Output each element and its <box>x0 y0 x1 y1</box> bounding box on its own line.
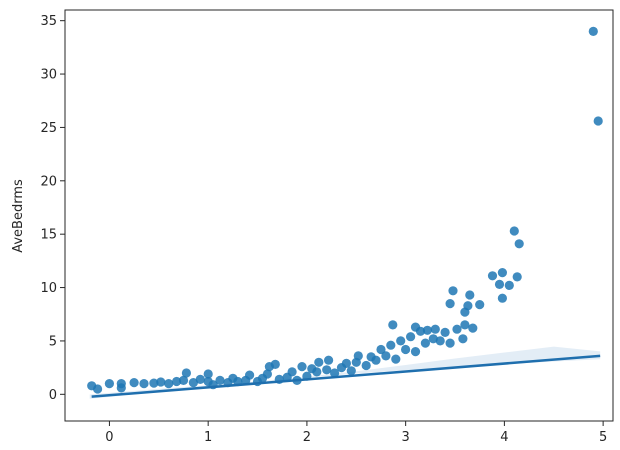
data-point <box>156 377 166 387</box>
data-point <box>514 239 524 249</box>
data-point <box>463 301 473 311</box>
y-tick-label: 35 <box>40 14 57 29</box>
data-point <box>458 334 468 344</box>
x-tick-label: 5 <box>599 430 607 445</box>
data-point <box>188 378 198 388</box>
data-point <box>494 279 505 289</box>
data-point <box>487 271 498 281</box>
data-point <box>262 369 272 379</box>
data-point <box>388 320 398 330</box>
data-point <box>465 290 475 300</box>
data-point <box>410 347 421 357</box>
data-point <box>401 344 411 355</box>
data-point <box>415 326 426 336</box>
data-point <box>361 360 371 371</box>
data-point <box>314 357 324 367</box>
y-axis: 0 5 10 15 20 25 30 35 <box>40 14 65 403</box>
plot-frame <box>64 9 614 422</box>
x-tick-label: 0 <box>105 430 113 445</box>
y-tick-label: 5 <box>49 334 57 349</box>
data-point <box>93 384 103 394</box>
data-point <box>245 370 255 380</box>
y-axis-label: AveBedrms <box>11 179 26 253</box>
y-tick-label: 10 <box>40 281 57 296</box>
y-tick-label: 15 <box>40 228 57 243</box>
data-point <box>422 325 432 335</box>
data-point <box>430 324 440 334</box>
x-tick-label: 1 <box>204 430 212 445</box>
data-point <box>497 293 507 303</box>
data-point <box>504 280 514 290</box>
x-tick-label: 3 <box>402 430 410 445</box>
scatter-points <box>87 26 603 394</box>
data-point <box>593 116 603 126</box>
y-tick-label: 30 <box>40 68 57 83</box>
data-point <box>172 376 182 387</box>
data-point <box>406 332 416 342</box>
data-point <box>448 286 458 296</box>
data-point <box>497 268 507 278</box>
regression-line-layer <box>91 354 601 398</box>
data-point <box>195 374 205 384</box>
data-point <box>475 300 485 310</box>
data-point <box>341 358 351 368</box>
data-point <box>371 355 381 365</box>
data-point <box>297 362 307 372</box>
data-point <box>440 327 450 337</box>
data-point <box>346 366 356 376</box>
y-tick-label: 0 <box>49 388 57 403</box>
data-point <box>452 324 462 334</box>
x-tick-label: 4 <box>500 430 508 445</box>
x-axis: 0 1 2 3 4 5 <box>105 421 607 445</box>
data-point <box>324 355 334 365</box>
regression-line <box>91 354 601 398</box>
data-point <box>312 367 322 377</box>
data-point <box>129 378 139 388</box>
data-point <box>386 340 396 350</box>
data-point <box>376 344 386 355</box>
data-point <box>322 365 332 375</box>
data-point <box>116 383 126 393</box>
data-point <box>178 375 189 385</box>
data-point <box>215 375 225 385</box>
data-point <box>181 368 191 378</box>
data-point <box>139 379 149 389</box>
data-point <box>330 368 340 378</box>
data-point <box>460 320 470 330</box>
data-point <box>149 378 159 388</box>
data-point <box>391 354 401 364</box>
data-point <box>468 323 478 333</box>
data-point <box>435 336 445 346</box>
data-point <box>428 334 438 344</box>
data-point <box>509 226 519 236</box>
data-point <box>104 379 114 389</box>
data-point <box>381 351 391 361</box>
x-tick-label: 2 <box>303 430 311 445</box>
y-tick-label: 25 <box>40 121 57 136</box>
data-point <box>164 379 174 389</box>
data-point <box>270 359 280 369</box>
data-point <box>445 338 455 348</box>
data-point <box>588 26 598 36</box>
data-point <box>203 369 213 379</box>
data-point <box>512 272 522 282</box>
data-point <box>287 367 297 377</box>
y-tick-label: 20 <box>40 174 57 189</box>
data-point <box>353 351 363 361</box>
data-point <box>445 299 455 309</box>
data-point <box>420 338 430 348</box>
data-point <box>396 336 406 346</box>
